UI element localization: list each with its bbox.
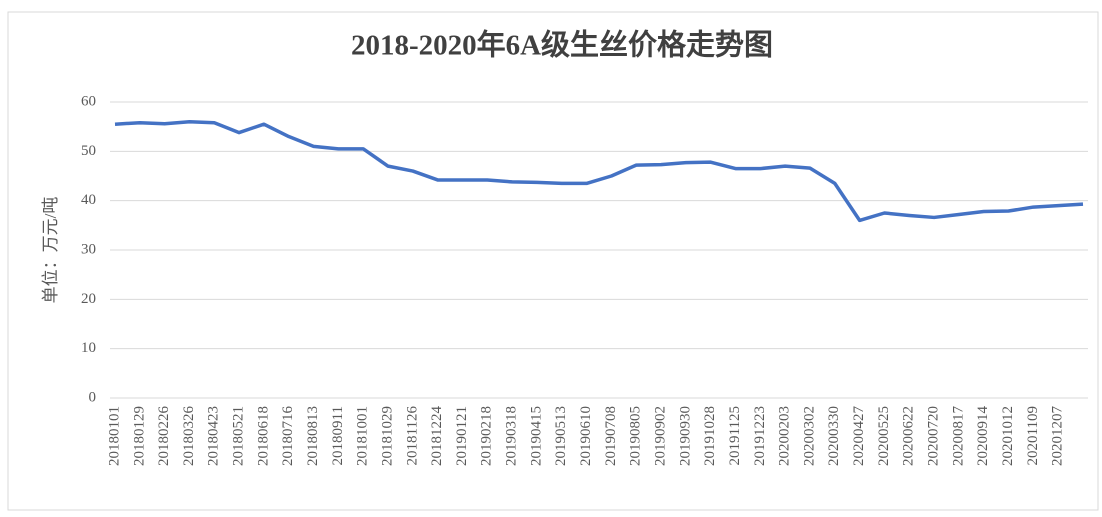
x-tick-label: 20190513 (553, 406, 569, 466)
y-tick-label: 10 (81, 340, 96, 356)
x-tick-label: 20190708 (603, 406, 619, 466)
x-tick-label: 20200427 (851, 406, 867, 467)
x-tick-label: 20190318 (504, 406, 520, 466)
x-tick-label: 20180101 (106, 406, 122, 466)
x-tick-label: 20180521 (231, 406, 247, 466)
y-tick-label: 20 (81, 291, 96, 307)
x-tick-label: 20190415 (528, 406, 544, 466)
x-tick-label: 20181224 (429, 406, 445, 467)
series-line (114, 119, 1084, 223)
x-tick-label: 20190902 (652, 406, 668, 466)
x-tick-label: 20200203 (777, 406, 793, 466)
x-tick-label: 20180226 (156, 406, 172, 467)
x-tick-label: 20200914 (975, 406, 991, 467)
y-tick-label: 0 (89, 389, 97, 405)
x-tick-label: 20180716 (280, 406, 296, 467)
x-tick-label: 20181126 (404, 406, 420, 466)
x-tick-label: 20180326 (181, 406, 197, 467)
x-tick-label: 20181029 (379, 406, 395, 466)
x-tick-label: 20180129 (131, 406, 147, 466)
x-tick-label: 20200622 (901, 406, 917, 466)
x-tick-label: 20200330 (826, 406, 842, 466)
x-tick-label: 20200720 (926, 406, 942, 466)
y-axis-label: 单位：万元/吨 (41, 197, 60, 304)
chart-title: 2018-2020年6A级生丝价格走势图 (351, 28, 773, 62)
x-tick-label: 20200302 (801, 406, 817, 466)
x-tick-label: 20201109 (1025, 406, 1041, 465)
x-tick-label: 20180618 (255, 406, 271, 466)
x-tick-label: 20200817 (950, 406, 966, 467)
x-tick-label: 20180813 (305, 406, 321, 466)
y-tick-label: 60 (81, 93, 96, 109)
x-tick-label: 20190805 (628, 406, 644, 466)
chart-frame (7, 11, 1099, 511)
x-tick-label: 20191223 (752, 406, 768, 466)
x-tick-label: 20190218 (479, 406, 495, 466)
y-tick-label: 50 (81, 143, 96, 159)
x-tick-label: 20181001 (355, 406, 371, 466)
x-tick-label: 20191028 (702, 406, 718, 466)
x-tick-label: 20180911 (330, 406, 346, 465)
x-tick-label: 20190930 (677, 406, 693, 466)
x-tick-label: 20180423 (206, 406, 222, 466)
x-tick-label: 20190610 (578, 406, 594, 466)
x-tick-label: 20200525 (876, 406, 892, 466)
y-tick-label: 40 (81, 192, 96, 208)
x-tick-label: 20201207 (1050, 406, 1066, 467)
y-tick-label: 30 (81, 241, 96, 257)
x-tick-label: 20191125 (727, 406, 743, 465)
x-tick-label: 20190121 (454, 406, 470, 466)
x-tick-label: 20201012 (1000, 406, 1016, 466)
